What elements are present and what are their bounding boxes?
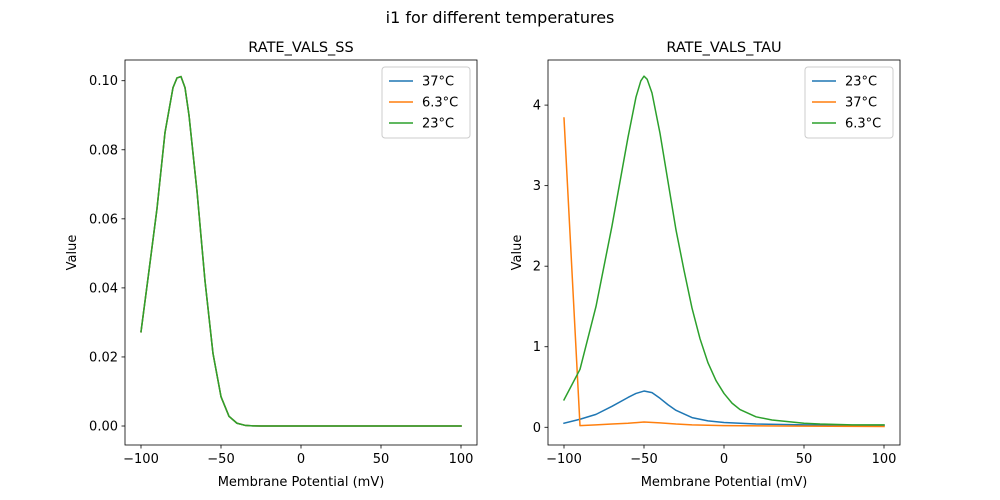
legend-frame <box>804 66 894 139</box>
x-tick-label: −100 <box>546 452 582 467</box>
x-tick-label: 100 <box>872 452 897 467</box>
x-tick-label: −50 <box>630 452 657 467</box>
x-tick-label: −50 <box>207 452 234 467</box>
legend-label: 6.3°C <box>422 96 458 111</box>
chart-title: RATE_VALS_SS <box>248 40 353 56</box>
y-tick-label: 0.06 <box>89 212 118 227</box>
y-tick-label: 1 <box>533 340 541 355</box>
axes-frame <box>547 59 901 446</box>
figure-title: i1 for different temperatures <box>386 8 615 27</box>
legend-label: 37°C <box>422 75 454 90</box>
series-line-3 <box>562 75 885 426</box>
y-tick-label: 0.04 <box>89 281 118 296</box>
series-layer <box>140 75 462 427</box>
y-tick-label: 2 <box>533 260 541 275</box>
tick-layer: −100 −50 0 50 100 0.00 0.02 0.04 0.06 0.08 0.10 <box>89 74 473 467</box>
y-tick-label: 0.00 <box>89 420 118 435</box>
series-layer <box>562 75 885 428</box>
y-axis-label: Value <box>510 235 525 271</box>
chart-title: RATE_VALS_TAU <box>666 40 781 56</box>
x-tick-label: −100 <box>123 452 159 467</box>
y-tick-label: 0 <box>533 421 541 436</box>
legend-label: 37°C <box>845 96 877 111</box>
legend-frame <box>381 66 471 139</box>
tick-layer: −100 −50 0 50 100 0 1 2 3 4 <box>533 99 897 467</box>
y-tick-label: 3 <box>533 179 541 194</box>
chart-rate-vals-tau: RATE_VALS_TAU −100 −50 0 50 100 0 1 2 3 4 Membran… <box>510 40 901 490</box>
y-tick-label: 0.08 <box>89 143 118 158</box>
y-tick-label: 0.02 <box>89 350 118 365</box>
x-tick-label: 50 <box>373 452 390 467</box>
x-tick-label: 50 <box>796 452 813 467</box>
series-line-1 <box>563 390 885 427</box>
axes-frame <box>124 59 478 446</box>
y-axis-label: Value <box>65 235 80 271</box>
legend: 37°C 6.3°C 23°C <box>381 66 471 139</box>
y-tick-label: 4 <box>533 99 541 114</box>
series-line-3 <box>140 75 462 427</box>
x-axis-label: Membrane Potential (mV) <box>218 475 385 490</box>
x-tick-label: 0 <box>297 452 305 467</box>
series-line-2 <box>563 117 885 428</box>
legend: 23°C 37°C 6.3°C <box>804 66 894 139</box>
x-tick-label: 100 <box>449 452 474 467</box>
x-axis-label: Membrane Potential (mV) <box>641 475 808 490</box>
legend-label: 23°C <box>422 117 454 132</box>
x-tick-label: 0 <box>720 452 728 467</box>
y-tick-label: 0.10 <box>89 74 118 89</box>
legend-label: 6.3°C <box>845 117 881 132</box>
chart-rate-vals-ss: RATE_VALS_SS −100 −50 0 50 100 0.00 0.02 0.04 0.… <box>65 40 478 490</box>
legend-label: 23°C <box>845 75 877 90</box>
